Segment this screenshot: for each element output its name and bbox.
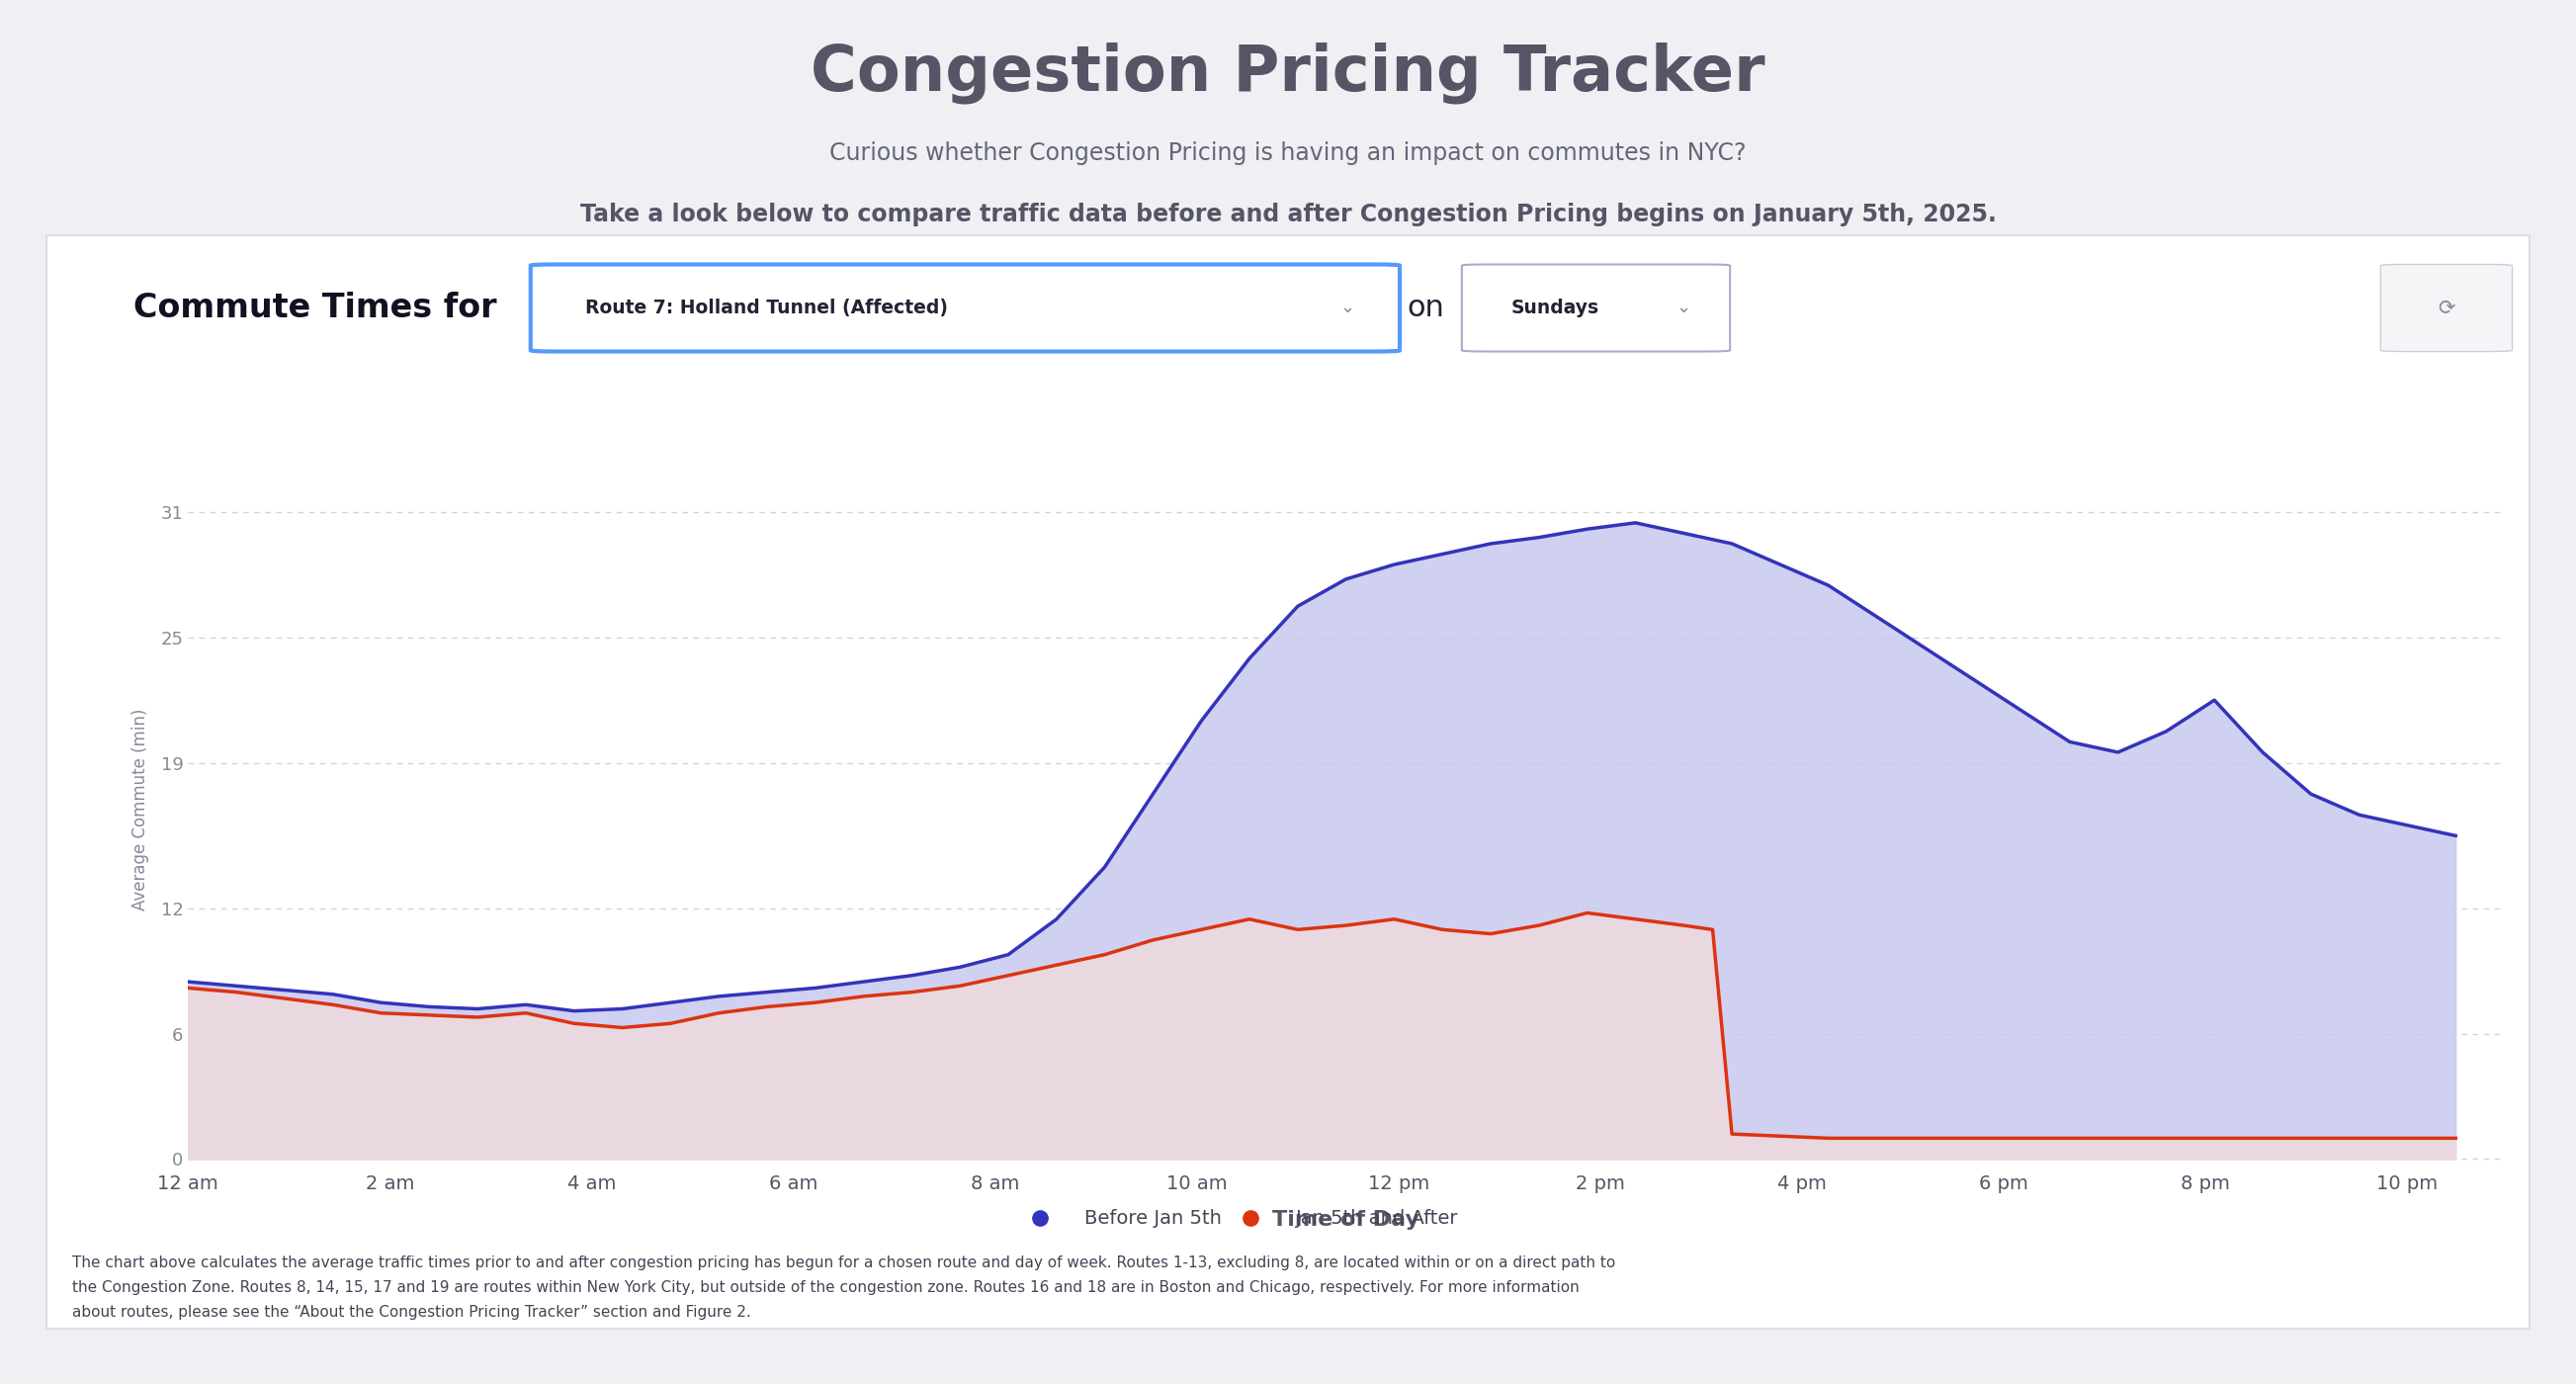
Text: Route 7: Holland Tunnel (Affected): Route 7: Holland Tunnel (Affected) [585, 299, 948, 317]
Text: Commute Times for: Commute Times for [134, 292, 497, 324]
Text: the Congestion Zone. Routes 8, 14, 15, 17 and 19 are routes within New York City: the Congestion Zone. Routes 8, 14, 15, 1… [72, 1280, 1579, 1295]
Text: on: on [1406, 293, 1445, 322]
Text: Jan 5th and After: Jan 5th and After [1296, 1208, 1458, 1228]
FancyBboxPatch shape [531, 264, 1399, 352]
Text: Sundays: Sundays [1512, 299, 1600, 317]
X-axis label: Time of Day: Time of Day [1273, 1210, 1419, 1229]
Text: The chart above calculates the average traffic times prior to and after congesti: The chart above calculates the average t… [72, 1255, 1615, 1271]
Text: ⌄: ⌄ [1340, 299, 1355, 317]
Text: ⌄: ⌄ [1674, 299, 1690, 317]
FancyBboxPatch shape [2380, 264, 2512, 352]
Text: Before Jan 5th: Before Jan 5th [1084, 1208, 1221, 1228]
Text: Congestion Pricing Tracker: Congestion Pricing Tracker [811, 43, 1765, 104]
Text: Curious whether Congestion Pricing is having an impact on commutes in NYC?: Curious whether Congestion Pricing is ha… [829, 141, 1747, 165]
FancyBboxPatch shape [1461, 264, 1731, 352]
Text: ⟳: ⟳ [2437, 298, 2455, 318]
Y-axis label: Average Commute (min): Average Commute (min) [131, 709, 149, 911]
Text: Take a look below to compare traffic data before and after Congestion Pricing be: Take a look below to compare traffic dat… [580, 202, 1996, 226]
Text: about routes, please see the “About the Congestion Pricing Tracker” section and : about routes, please see the “About the … [72, 1305, 752, 1320]
